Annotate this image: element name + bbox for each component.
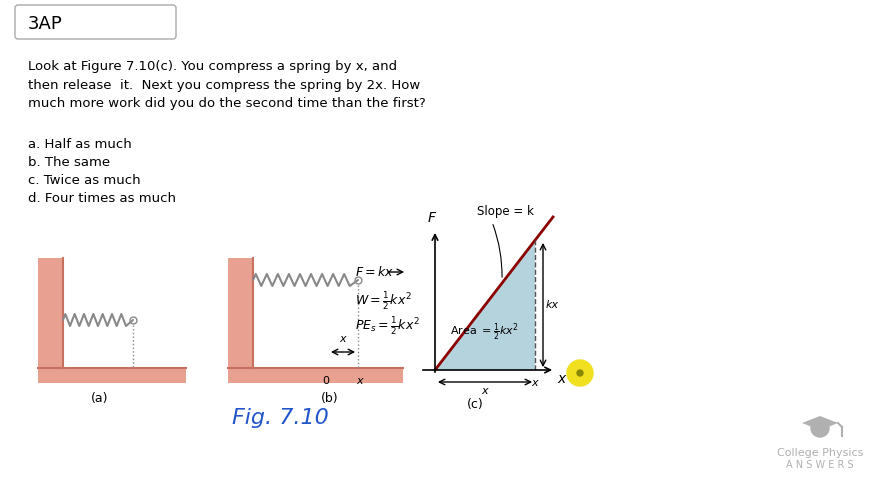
FancyBboxPatch shape xyxy=(15,5,176,39)
Polygon shape xyxy=(802,416,838,430)
Circle shape xyxy=(567,360,593,386)
Text: x: x xyxy=(482,386,488,396)
Text: b. The same: b. The same xyxy=(28,156,110,169)
Bar xyxy=(228,258,253,368)
Text: $F = kx$: $F = kx$ xyxy=(355,265,394,279)
Text: $W = \frac{1}{2}kx^2$: $W = \frac{1}{2}kx^2$ xyxy=(355,290,411,312)
Text: x: x xyxy=(340,334,347,344)
Text: x: x xyxy=(557,372,565,386)
Text: x: x xyxy=(531,378,538,388)
Text: A N S W E R S: A N S W E R S xyxy=(786,460,854,470)
Text: College Physics: College Physics xyxy=(777,448,863,458)
Text: 0: 0 xyxy=(323,376,330,386)
Bar xyxy=(228,368,403,383)
Text: (a): (a) xyxy=(91,392,108,405)
Circle shape xyxy=(811,419,829,437)
Text: kx: kx xyxy=(546,300,559,310)
Circle shape xyxy=(577,370,583,376)
Text: Slope = k: Slope = k xyxy=(477,205,534,218)
Text: x: x xyxy=(357,376,363,386)
Text: F: F xyxy=(428,211,436,225)
Text: Fig. 7.10: Fig. 7.10 xyxy=(232,408,328,428)
Text: d. Four times as much: d. Four times as much xyxy=(28,192,176,205)
Text: Area $= \frac{1}{2}kx^2$: Area $= \frac{1}{2}kx^2$ xyxy=(450,321,519,343)
Text: c. Twice as much: c. Twice as much xyxy=(28,174,141,187)
Bar xyxy=(38,258,63,368)
Text: $PE_s = \frac{1}{2}kx^2$: $PE_s = \frac{1}{2}kx^2$ xyxy=(355,315,419,337)
Text: a. Half as much: a. Half as much xyxy=(28,138,132,151)
Text: (b): (b) xyxy=(321,392,339,405)
Polygon shape xyxy=(435,240,535,370)
Text: (c): (c) xyxy=(467,398,483,411)
Bar xyxy=(38,368,186,383)
Text: Look at Figure 7.10(c). You compress a spring by x, and
then release  it.  Next : Look at Figure 7.10(c). You compress a s… xyxy=(28,60,426,110)
Text: 3AP: 3AP xyxy=(28,15,63,33)
